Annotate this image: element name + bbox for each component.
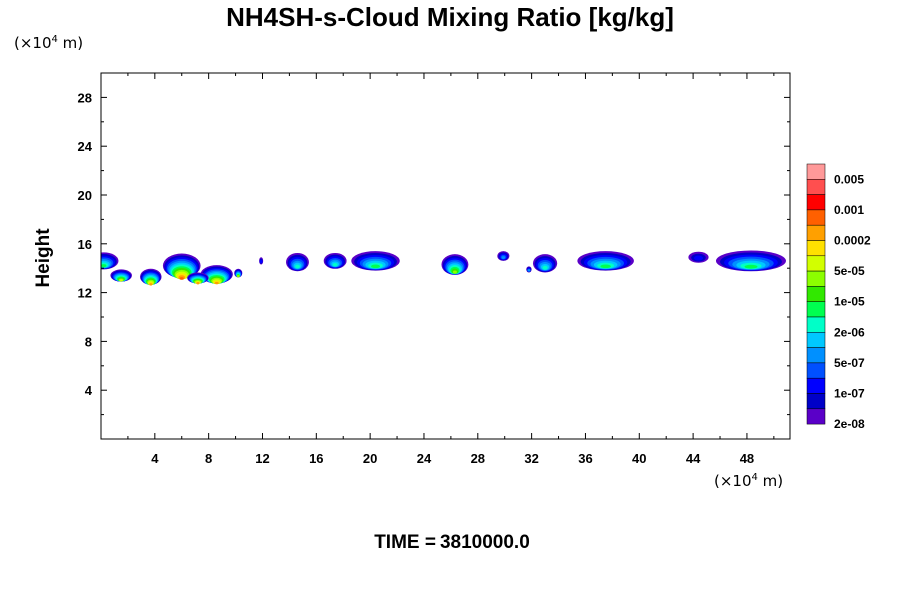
cloud-contour <box>332 263 338 267</box>
colorbar-swatch <box>806 163 826 180</box>
cloud-cell <box>715 250 786 272</box>
cloud-contour <box>600 264 611 269</box>
colorbar-swatch <box>806 393 826 410</box>
cloud-contour <box>527 269 531 272</box>
cloud-contour <box>149 283 153 286</box>
cloud-contour <box>196 282 200 285</box>
x-tick-label: 20 <box>363 451 377 466</box>
colorbar-label: 0.001 <box>834 203 864 217</box>
colorbar-swatch <box>806 240 826 257</box>
x-axis-unit: (×104 m) <box>714 472 784 490</box>
plot-frame <box>100 72 791 440</box>
x-tick-label: 24 <box>417 451 432 466</box>
colorbar-label: 1e-07 <box>834 387 865 401</box>
cloud-contour <box>259 259 263 264</box>
cloud-cell <box>110 269 132 282</box>
colorbar-label: 5e-07 <box>834 356 865 370</box>
cloud-contour <box>236 274 240 278</box>
colorbar-swatch <box>806 362 826 379</box>
time-readout: TIME = 3810000.0 <box>374 532 530 553</box>
cloud-contour <box>371 264 381 269</box>
y-axis-unit: (×104 m) <box>14 34 84 52</box>
x-tick-label: 12 <box>255 451 269 466</box>
cloud-cell <box>187 272 209 285</box>
colorbar: 0.005 0.001 0.0002 5e-05 1e-05 2e-06 5e-07 1e-0… <box>806 163 871 431</box>
cloud-contour <box>295 264 300 269</box>
cloud-contour <box>214 281 219 285</box>
y-tick-label: 16 <box>78 237 92 252</box>
colorbar-swatch <box>806 377 826 394</box>
cloud-contour <box>542 265 548 270</box>
colorbar-swatch <box>806 209 826 226</box>
cloud-contour <box>744 264 758 269</box>
cloud-contour <box>452 270 457 274</box>
x-tick-label: 36 <box>578 451 592 466</box>
cloud-cell <box>162 253 201 280</box>
cloud-cell <box>286 252 309 272</box>
cloud-cell <box>497 251 510 261</box>
colorbar-swatch <box>806 255 826 272</box>
cloud-cell <box>323 252 347 269</box>
x-tick-label: 44 <box>686 451 701 466</box>
y-axis: 4 8 12 16 20 24 28 <box>78 90 790 416</box>
colorbar-label: 0.0002 <box>834 234 871 248</box>
x-tick-label: 40 <box>632 451 646 466</box>
x-tick-label: 8 <box>205 451 212 466</box>
cloud-contour <box>501 256 506 259</box>
colorbar-swatch <box>806 194 826 211</box>
colorbar-label: 0.005 <box>834 172 864 186</box>
cloud-cell <box>526 266 532 273</box>
x-tick-label: 4 <box>151 451 159 466</box>
x-tick-label: 16 <box>309 451 323 466</box>
colorbar-swatch <box>806 224 826 241</box>
colorbar-label: 5e-05 <box>834 264 865 278</box>
colorbar-swatch <box>806 301 826 318</box>
cloud-contour <box>694 255 703 261</box>
cloud-cell <box>234 268 243 278</box>
colorbar-label: 1e-05 <box>834 295 865 309</box>
cloud-contour <box>119 279 123 282</box>
y-tick-label: 20 <box>78 188 92 203</box>
y-tick-label: 8 <box>85 334 92 349</box>
x-tick-label: 48 <box>740 451 754 466</box>
colorbar-label: 2e-06 <box>834 325 865 339</box>
cloud-cell <box>140 268 162 286</box>
y-tick-label: 24 <box>78 139 93 154</box>
cloud-cell <box>200 265 233 285</box>
colorbar-swatch <box>806 270 826 287</box>
cloud-cell <box>351 251 400 271</box>
colorbar-label: 2e-08 <box>834 417 865 431</box>
cloud-contour <box>179 277 184 280</box>
colorbar-swatch <box>806 347 826 364</box>
colorbar-swatch <box>806 286 826 302</box>
y-tick-label: 12 <box>78 286 92 301</box>
colorbar-swatch <box>806 179 826 195</box>
cloud-cell <box>441 254 469 275</box>
y-tick-label: 4 <box>85 383 93 398</box>
x-axis: 4 8 12 16 20 24 28 32 36 40 44 48 <box>127 73 775 466</box>
cloud-field <box>101 250 786 286</box>
colorbar-swatch <box>806 316 826 333</box>
chart-title: NH4SH-s-Cloud Mixing Ratio [kg/kg] <box>226 2 674 32</box>
cloud-cell <box>688 251 709 263</box>
cloud-contour <box>101 264 107 268</box>
x-tick-label: 28 <box>471 451 485 466</box>
y-tick-label: 28 <box>78 90 92 105</box>
cloud-cell <box>259 257 264 265</box>
colorbar-swatch <box>806 332 826 348</box>
cloud-cell <box>532 254 558 273</box>
colorbar-swatch <box>806 408 826 425</box>
cloud-cell <box>577 251 634 271</box>
cloud-cell <box>101 252 119 270</box>
x-tick-label: 32 <box>524 451 538 466</box>
